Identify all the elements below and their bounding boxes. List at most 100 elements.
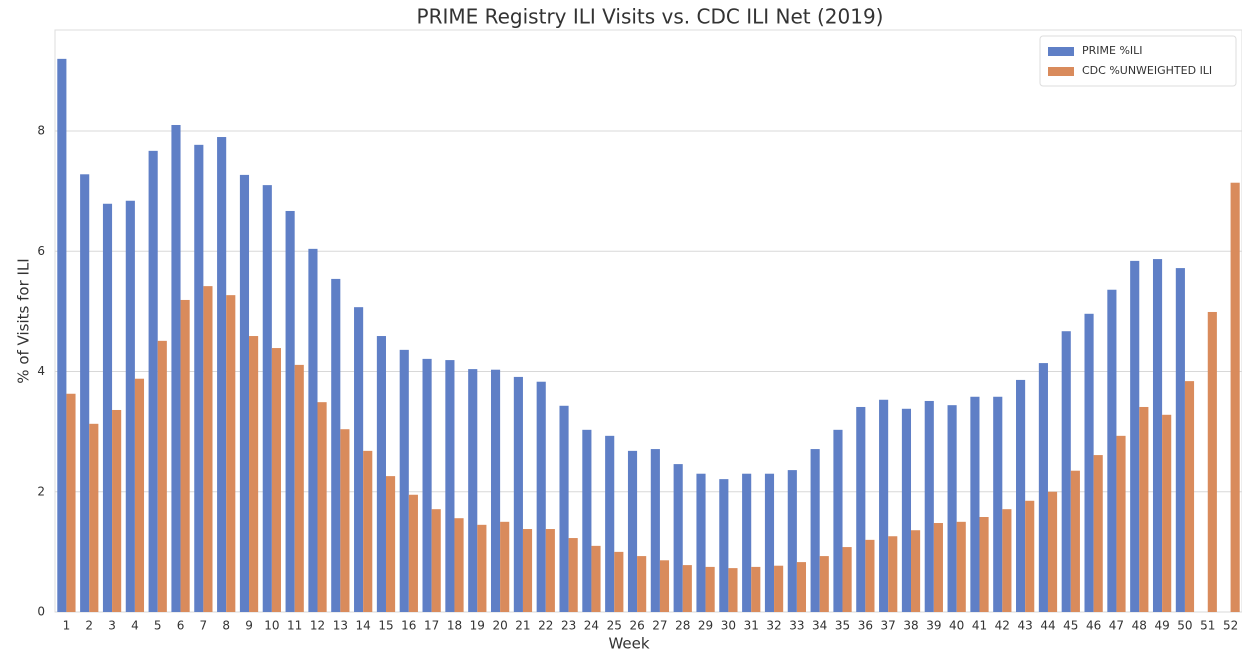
bar [354,307,364,612]
bar [659,560,670,612]
bar [285,210,295,612]
bar [774,565,784,612]
x-tick-label: 29 [698,619,713,633]
bar [1107,289,1117,612]
x-tick-label: 8 [222,619,230,633]
x-tick-label: 21 [515,619,530,633]
bar [568,538,578,612]
bar [947,405,957,612]
bar [1093,455,1103,612]
bar [385,476,396,612]
bar [1025,500,1035,612]
x-tick-label: 11 [287,619,302,633]
x-tick-label: 44 [1040,619,1055,633]
x-tick-label: 24 [584,619,599,633]
bar [1061,331,1071,612]
bar [445,360,455,612]
bar [157,340,167,612]
bar [637,556,647,612]
bar [331,278,341,612]
bar [1162,414,1172,612]
x-tick-label: 25 [607,619,622,633]
x-tick-label: 42 [995,619,1010,633]
bar [102,203,113,612]
y-tick-label: 8 [37,124,45,138]
bar [431,509,441,612]
bar [796,562,807,612]
x-axis-label: Week [608,635,649,653]
legend-swatch [1048,47,1074,56]
x-tick-label: 31 [744,619,759,633]
x-tick-label: 47 [1109,619,1124,633]
bar [810,449,820,612]
legend-label: PRIME %ILI [1082,44,1143,57]
x-tick-label: 1 [63,619,71,633]
legend-box [1039,35,1237,87]
x-tick-label: 14 [356,619,371,633]
bar [217,137,227,612]
bar [719,479,729,612]
bar [1016,379,1026,612]
bar [879,399,889,612]
x-tick-label: 17 [424,619,439,633]
bar [1070,470,1080,612]
bar [1130,260,1140,612]
bar [125,200,135,612]
bar [500,521,510,612]
y-tick-label: 4 [37,364,45,378]
bar [57,58,67,613]
bar [1139,406,1149,612]
bar [856,406,866,612]
bar [1084,313,1094,612]
x-tick-label: 4 [131,619,139,633]
bar [340,429,350,612]
bar [819,556,829,612]
x-tick-label: 16 [401,619,416,633]
x-tick-label: 38 [903,619,918,633]
bar [1116,435,1126,612]
x-tick-label: 19 [470,619,485,633]
x-tick-label: 5 [154,619,162,633]
x-tick-label: 43 [1018,619,1033,633]
bar [627,450,638,612]
x-tick-label: 49 [1154,619,1169,633]
bar [582,429,592,612]
x-tick-label: 13 [333,619,348,633]
bar [308,248,318,612]
x-tick-label: 7 [200,619,208,633]
bar [1207,311,1217,612]
bar [376,336,386,612]
bar [742,473,752,612]
bar [787,470,797,612]
bar [605,435,615,612]
bar [911,530,921,612]
bar [751,566,761,612]
y-axis-label: % of Visits for ILI [15,258,33,383]
y-tick-label: 6 [37,244,45,258]
bar [422,358,432,612]
bar [1038,363,1048,612]
bar [271,348,281,612]
chart-title: PRIME Registry ILI Visits vs. CDC ILI Ne… [417,5,884,29]
bar [363,450,373,612]
bar [317,402,327,612]
bar [842,547,852,612]
bar [924,400,934,612]
bar [888,536,898,612]
x-tick-label: 41 [972,619,987,633]
x-tick-label: 26 [629,619,644,633]
bar [673,464,683,612]
bar [728,568,738,612]
bar [468,369,478,612]
x-tick-label: 10 [264,619,279,633]
bar [203,286,213,612]
bar [171,124,181,613]
legend-swatch [1048,67,1074,76]
bar [956,521,966,612]
x-tick-label: 22 [538,619,553,633]
x-tick-label: 39 [926,619,941,633]
x-tick-label: 2 [85,619,93,633]
bar [764,473,775,612]
bar [112,409,122,612]
